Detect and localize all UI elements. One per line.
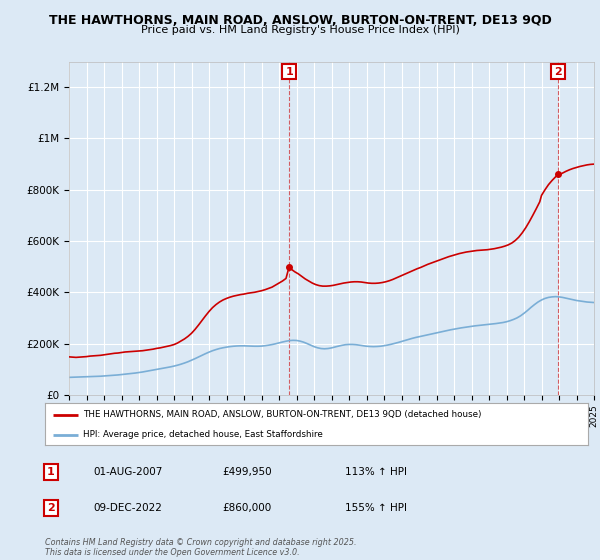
Text: 1: 1 bbox=[47, 467, 55, 477]
Text: HPI: Average price, detached house, East Staffordshire: HPI: Average price, detached house, East… bbox=[83, 430, 323, 439]
Text: 09-DEC-2022: 09-DEC-2022 bbox=[93, 503, 162, 513]
Text: Contains HM Land Registry data © Crown copyright and database right 2025.
This d: Contains HM Land Registry data © Crown c… bbox=[45, 538, 356, 557]
Text: 01-AUG-2007: 01-AUG-2007 bbox=[93, 467, 163, 477]
Text: Price paid vs. HM Land Registry's House Price Index (HPI): Price paid vs. HM Land Registry's House … bbox=[140, 25, 460, 35]
Text: 155% ↑ HPI: 155% ↑ HPI bbox=[345, 503, 407, 513]
Text: THE HAWTHORNS, MAIN ROAD, ANSLOW, BURTON-ON-TRENT, DE13 9QD (detached house): THE HAWTHORNS, MAIN ROAD, ANSLOW, BURTON… bbox=[83, 410, 482, 419]
Text: £499,950: £499,950 bbox=[222, 467, 272, 477]
Text: THE HAWTHORNS, MAIN ROAD, ANSLOW, BURTON-ON-TRENT, DE13 9QD: THE HAWTHORNS, MAIN ROAD, ANSLOW, BURTON… bbox=[49, 14, 551, 27]
Text: 1: 1 bbox=[285, 67, 293, 77]
Text: 113% ↑ HPI: 113% ↑ HPI bbox=[345, 467, 407, 477]
Text: £860,000: £860,000 bbox=[222, 503, 271, 513]
Text: 2: 2 bbox=[47, 503, 55, 513]
Text: 2: 2 bbox=[554, 67, 562, 77]
